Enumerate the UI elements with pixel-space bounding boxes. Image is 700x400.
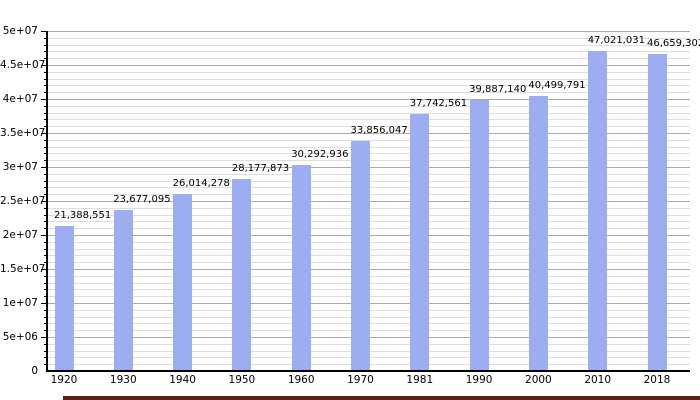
y-axis-major-tick (41, 167, 48, 168)
bar-1950 (232, 179, 252, 371)
bottom-red-strip (63, 396, 700, 400)
bar-value-label: 30,292,936 (291, 149, 349, 160)
bar-1981 (410, 114, 430, 371)
x-axis-tick-label: 1960 (287, 374, 315, 386)
x-axis-tick-label: 1920 (50, 374, 78, 386)
bar-1940 (173, 194, 193, 371)
minor-gridline (48, 58, 690, 59)
bar-value-label: 21,388,551 (54, 209, 112, 221)
x-axis-line (46, 370, 690, 372)
y-axis-major-tick (41, 269, 48, 270)
x-axis-tick-label: 2010 (584, 374, 612, 386)
y-axis-line (46, 31, 48, 372)
minor-gridline (48, 140, 690, 141)
bar-1990 (469, 99, 489, 371)
y-axis-tick-label: 1e+07 (2, 297, 38, 309)
y-axis-tick-label: 5e+07 (2, 25, 38, 37)
bar-2010 (588, 51, 608, 371)
x-axis-tick-label: 1930 (109, 374, 137, 386)
minor-gridline (48, 126, 690, 127)
minor-gridline (48, 51, 690, 52)
major-gridline (48, 133, 690, 134)
y-axis-tick-label: 3.5e+07 (0, 127, 46, 139)
bar-2018 (647, 53, 667, 371)
y-axis-major-tick (41, 201, 48, 202)
y-axis-tick-label: 0 (31, 365, 38, 377)
bar-value-label: 26,014,278 (172, 178, 230, 190)
x-axis-tick-label: 2000 (525, 374, 552, 386)
minor-gridline (48, 113, 690, 114)
bar-1930 (113, 210, 133, 371)
bar-value-label: 40,499,791 (528, 79, 586, 91)
x-axis-tick-label: 1981 (406, 374, 434, 386)
bar-value-label: 37,742,561 (409, 98, 468, 110)
minor-gridline (48, 92, 690, 93)
bar-1960 (291, 165, 311, 371)
minor-gridline (48, 106, 690, 107)
bar-value-label: 39,887,140 (469, 83, 527, 95)
y-axis-major-tick (41, 303, 48, 304)
y-axis-tick-label: 4e+07 (2, 93, 38, 105)
bar-2000 (528, 95, 548, 371)
y-axis-major-tick (41, 31, 48, 32)
bar-value-label: 33,856,047 (350, 124, 408, 136)
y-axis-major-tick (41, 99, 48, 100)
y-axis-tick-label: 4.5e+07 (0, 59, 46, 71)
bar-value-label: 23,677,095 (113, 194, 171, 205)
bar-value-label: 28,177,873 (231, 163, 290, 175)
minor-gridline (48, 38, 690, 39)
y-axis-major-tick (41, 235, 48, 236)
minor-gridline (48, 79, 690, 80)
y-axis-tick-label: 1.5e+07 (0, 263, 46, 275)
bar-value-label: 46,659,302 (647, 37, 700, 49)
x-axis-tick-label: 1990 (465, 374, 493, 386)
major-gridline (48, 99, 690, 100)
minor-gridline (48, 72, 690, 73)
y-axis-major-tick (41, 337, 48, 338)
minor-gridline (48, 119, 690, 120)
minor-gridline (48, 85, 690, 86)
x-axis-tick-label: 1970 (347, 374, 374, 386)
x-axis-tick-label: 1950 (228, 374, 256, 386)
bar-value-label: 47,021,031 (587, 35, 645, 47)
y-axis-tick-label: 5e+06 (2, 331, 38, 343)
y-axis-major-tick (41, 133, 48, 134)
y-axis-tick-label: 2e+07 (2, 229, 38, 241)
y-axis-tick-label: 3e+07 (2, 161, 38, 173)
y-axis-major-tick (41, 65, 48, 66)
x-axis-tick-label: 2018 (643, 374, 671, 386)
bar-1970 (351, 140, 370, 371)
bar-1920 (54, 225, 74, 371)
minor-gridline (48, 45, 690, 46)
major-gridline (48, 31, 690, 32)
y-axis-tick-label: 2.5e+07 (0, 195, 46, 207)
major-gridline (48, 65, 690, 66)
x-axis-tick-label: 1940 (169, 374, 196, 386)
